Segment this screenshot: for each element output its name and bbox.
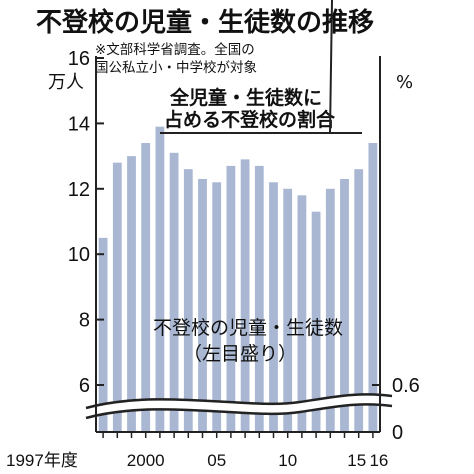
bar-2008 <box>254 165 264 432</box>
bar-2000 <box>141 143 151 432</box>
x-tick-label-16: 16 <box>369 451 388 470</box>
bar-2002 <box>169 152 179 432</box>
bar-2004 <box>198 178 207 432</box>
x-tick-label-10: 10 <box>278 451 297 470</box>
break-wave-1 <box>85 393 393 410</box>
bar-annotation: 不登校の児童・生徒数 （左目盛り） <box>153 317 343 365</box>
line-annotation-1: 全児童・生徒数に <box>169 86 322 109</box>
bar-2013 <box>325 188 335 432</box>
x-tick-label-2000: 2000 <box>127 451 165 470</box>
x-axis-ticks: 1997年度 2000 05 10 15 16 <box>6 432 388 470</box>
x-tick-label-05: 05 <box>207 451 226 470</box>
bar-2001 <box>155 126 165 433</box>
bar-2010 <box>283 188 293 432</box>
left-tick-label-14: 14 <box>68 113 90 135</box>
break-wave-2 <box>85 403 393 420</box>
left-tick-label-12: 12 <box>68 179 90 201</box>
left-tick-label-16: 16 <box>68 48 90 70</box>
bar-2016 <box>368 143 378 432</box>
bar-2009 <box>269 182 278 432</box>
bar-1998 <box>112 162 122 432</box>
bar-annotation-1: 不登校の児童・生徒数 <box>153 317 343 339</box>
bar-2015 <box>354 169 364 432</box>
bar-1999 <box>127 156 136 432</box>
bar-1997 <box>98 237 108 432</box>
x-tick-label-1997年度: 1997年度 <box>6 451 78 470</box>
bar-2014 <box>340 178 349 432</box>
bar-2007 <box>240 159 250 432</box>
right-tick-label-0.6: 0.6 <box>392 375 420 397</box>
left-axis-unit: 万人 <box>48 72 84 93</box>
left-tick-label-10: 10 <box>68 244 90 266</box>
left-tick-label-8: 8 <box>79 310 90 332</box>
right-axis-unit: % <box>396 72 413 93</box>
bar-2012 <box>311 211 321 432</box>
bar-annotation-2: （左目盛り） <box>183 343 297 365</box>
bar-2005 <box>212 182 222 432</box>
bar-2003 <box>183 169 193 432</box>
source-note-line-1: ※文部科学省調査。全国の <box>95 41 255 58</box>
chart-title: 不登校の児童・生徒数の推移 <box>36 7 374 38</box>
bar-2011 <box>297 195 307 432</box>
bar-2006 <box>226 165 236 432</box>
right-tick-label-0: 0 <box>392 422 403 444</box>
source-note-line-2: 国公私立小・中学校が対象 <box>95 59 257 76</box>
left-tick-label-6: 6 <box>79 375 90 397</box>
axis-break-mark <box>85 393 393 420</box>
line-annotation-2: 占める不登校の割合 <box>164 108 336 131</box>
annotations: 全児童・生徒数に 占める不登校の割合 <box>160 0 362 134</box>
bar-series <box>98 126 378 433</box>
x-tick-label-15: 15 <box>347 451 366 470</box>
